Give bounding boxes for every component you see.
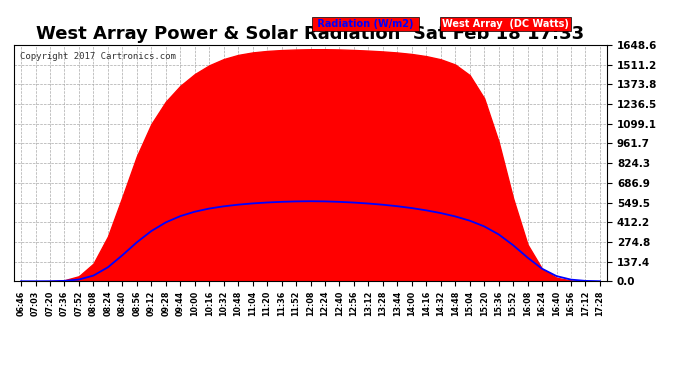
Title: West Array Power & Solar Radiation  Sat Feb 18 17:33: West Array Power & Solar Radiation Sat F…	[37, 26, 584, 44]
Text: Radiation (W/m2): Radiation (W/m2)	[314, 20, 417, 29]
Text: Copyright 2017 Cartronics.com: Copyright 2017 Cartronics.com	[20, 52, 176, 61]
Text: West Array  (DC Watts): West Array (DC Watts)	[442, 20, 569, 29]
